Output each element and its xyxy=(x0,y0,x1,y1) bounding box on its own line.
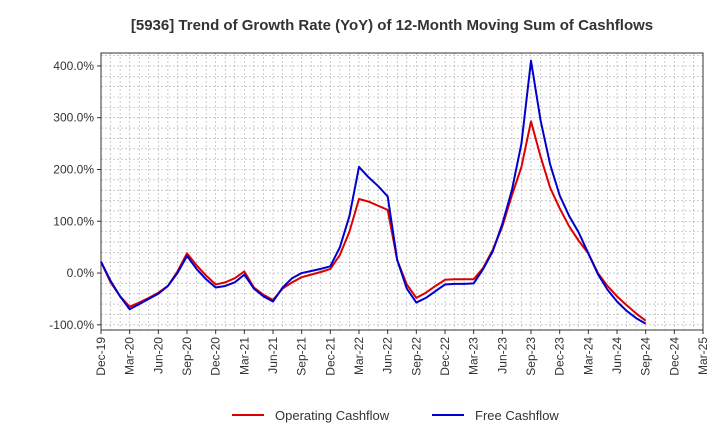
x-tick-label: Mar-24 xyxy=(581,337,595,375)
y-tick-label: 300.0% xyxy=(53,111,94,125)
x-tick-label: Sep-24 xyxy=(639,337,653,376)
x-tick-label: Mar-25 xyxy=(696,337,710,375)
x-tick-label: Jun-23 xyxy=(495,337,509,374)
series-line-free-cashflow xyxy=(100,59,647,325)
x-tick-label: Jun-21 xyxy=(266,337,280,374)
x-tick-label: Sep-23 xyxy=(524,337,538,376)
x-tick-label: Dec-24 xyxy=(667,337,681,376)
axes: -100.0% 0.0% 100.0% 200.0% 300.0% 400.0% Dec-1… xyxy=(49,52,710,376)
y-tick-label: 0.0% xyxy=(67,266,95,280)
legend-label: Free Cashflow xyxy=(475,408,559,423)
x-tick-label: Dec-20 xyxy=(209,337,223,376)
x-tick-label: Dec-21 xyxy=(323,337,337,376)
x-tick-label: Dec-22 xyxy=(438,337,452,376)
legend-label: Operating Cashflow xyxy=(275,408,390,423)
x-tick-label: Sep-20 xyxy=(180,337,194,376)
y-tick-label: 400.0% xyxy=(53,59,94,73)
x-tick-label: Mar-20 xyxy=(123,337,137,375)
x-tick-label: Jun-20 xyxy=(151,337,165,374)
grid xyxy=(100,53,704,330)
chart-title: [5936] Trend of Growth Rate (YoY) of 12-… xyxy=(131,17,653,34)
x-tick-label: Sep-22 xyxy=(409,337,423,376)
legend: Operating Cashflow Free Cashflow xyxy=(232,408,559,423)
x-tick-label: Jun-22 xyxy=(381,337,395,374)
x-tick-label: Mar-22 xyxy=(352,337,366,375)
x-tick-label: Jun-24 xyxy=(610,337,624,374)
plot-area xyxy=(101,53,703,330)
series-line-operating-cashflow xyxy=(100,120,647,322)
y-tick-label: 200.0% xyxy=(53,162,94,176)
x-tick-label: Mar-21 xyxy=(237,337,251,375)
series-lines xyxy=(100,59,647,325)
y-tick-label: 100.0% xyxy=(53,214,94,228)
x-tick-label: Sep-21 xyxy=(295,337,309,376)
plot-border xyxy=(100,52,704,331)
x-tick-label: Mar-23 xyxy=(467,337,481,375)
y-tick-label: -100.0% xyxy=(49,318,94,332)
x-tick-label: Dec-19 xyxy=(94,337,108,376)
x-tick-label: Dec-23 xyxy=(553,337,567,376)
